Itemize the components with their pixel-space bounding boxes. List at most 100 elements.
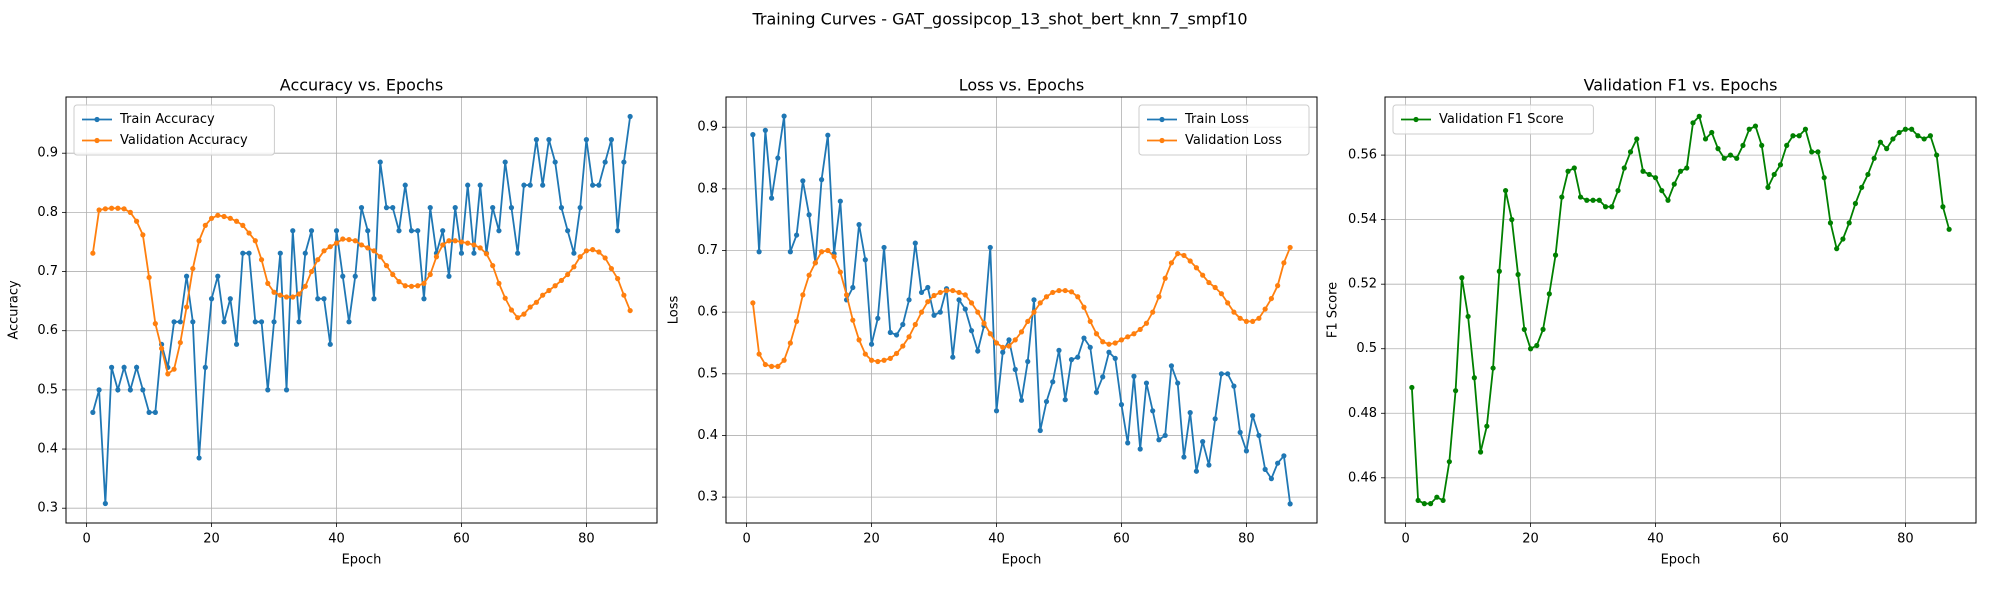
point [1477, 449, 1484, 455]
x-tick-label: 20 [863, 532, 880, 547]
point [1665, 197, 1671, 203]
point [950, 287, 956, 294]
point [521, 182, 527, 188]
point [258, 257, 265, 263]
point [165, 371, 171, 377]
y-tick-label: 0.56 [1348, 148, 1377, 163]
point [1734, 155, 1740, 161]
x-tick-label: 80 [1238, 532, 1255, 547]
point [1237, 429, 1243, 435]
point [377, 159, 383, 165]
point [196, 455, 202, 461]
point [296, 291, 302, 297]
y-tick-label: 0.4 [697, 428, 718, 443]
legend-marker [94, 137, 100, 144]
point [1056, 287, 1062, 294]
point [477, 182, 483, 188]
point [590, 182, 596, 188]
point [1502, 187, 1509, 194]
point [1218, 371, 1225, 377]
point [1212, 416, 1218, 422]
point [540, 292, 546, 298]
point [1112, 355, 1118, 361]
point [1790, 133, 1796, 139]
point [302, 250, 308, 256]
point [577, 254, 583, 260]
x-tick-label: 80 [1897, 532, 1914, 547]
point [1237, 315, 1243, 321]
point [750, 300, 756, 306]
point [800, 292, 806, 298]
point [452, 238, 458, 244]
figure-title: Training Curves - GAT_gossipcop_13_shot_… [751, 10, 1247, 30]
point [1927, 133, 1933, 139]
point [1471, 375, 1477, 381]
x-tick-label: 20 [1522, 532, 1539, 547]
x-tick-label: 40 [1647, 532, 1664, 547]
point [1168, 260, 1175, 266]
point [358, 205, 365, 211]
point [421, 280, 427, 286]
point [800, 178, 806, 184]
point [1590, 197, 1596, 203]
y-tick-label: 0.3 [697, 490, 718, 505]
y-tick-label: 0.48 [1348, 406, 1377, 421]
point [1025, 358, 1031, 365]
point [458, 250, 465, 256]
point [1018, 397, 1025, 403]
point [496, 280, 502, 286]
legend-marker [94, 116, 100, 123]
point [1106, 349, 1112, 355]
point [1068, 289, 1075, 295]
point [825, 132, 831, 138]
point [390, 205, 396, 211]
point [1068, 357, 1075, 363]
point [925, 299, 931, 305]
point [1615, 187, 1621, 194]
point [508, 307, 515, 313]
point [358, 242, 365, 248]
point [521, 311, 527, 317]
point [1946, 226, 1952, 232]
point [1915, 133, 1921, 139]
point [1521, 326, 1527, 332]
y-tick-label: 0.6 [697, 305, 718, 320]
point [565, 228, 571, 234]
point [527, 182, 533, 188]
point [956, 289, 962, 296]
legend-box [73, 104, 275, 156]
point [158, 345, 165, 352]
point [121, 206, 127, 212]
point [1715, 146, 1721, 152]
point [1043, 398, 1050, 405]
point [1584, 197, 1590, 203]
point [1131, 373, 1137, 379]
point [1652, 175, 1659, 181]
point [1000, 349, 1006, 355]
point [1062, 287, 1068, 294]
point [1602, 204, 1609, 210]
legend-label: Validation F1 Score [1439, 112, 1564, 127]
point [321, 296, 327, 302]
y-tick-label: 0.5 [1356, 341, 1377, 356]
point [1200, 272, 1206, 278]
point [1596, 197, 1602, 203]
point [352, 238, 358, 244]
point [1100, 339, 1106, 345]
x-tick-label: 80 [578, 532, 595, 547]
point [271, 319, 277, 325]
point [1206, 462, 1212, 468]
point [277, 292, 283, 298]
point [806, 272, 812, 278]
point [333, 240, 340, 246]
point [956, 297, 962, 303]
point [1275, 460, 1281, 466]
point [546, 287, 552, 294]
point [371, 296, 377, 302]
point [333, 228, 340, 234]
point [321, 248, 327, 254]
point [1187, 258, 1193, 264]
point [1012, 366, 1018, 373]
point [1802, 126, 1809, 132]
point [1268, 476, 1274, 482]
